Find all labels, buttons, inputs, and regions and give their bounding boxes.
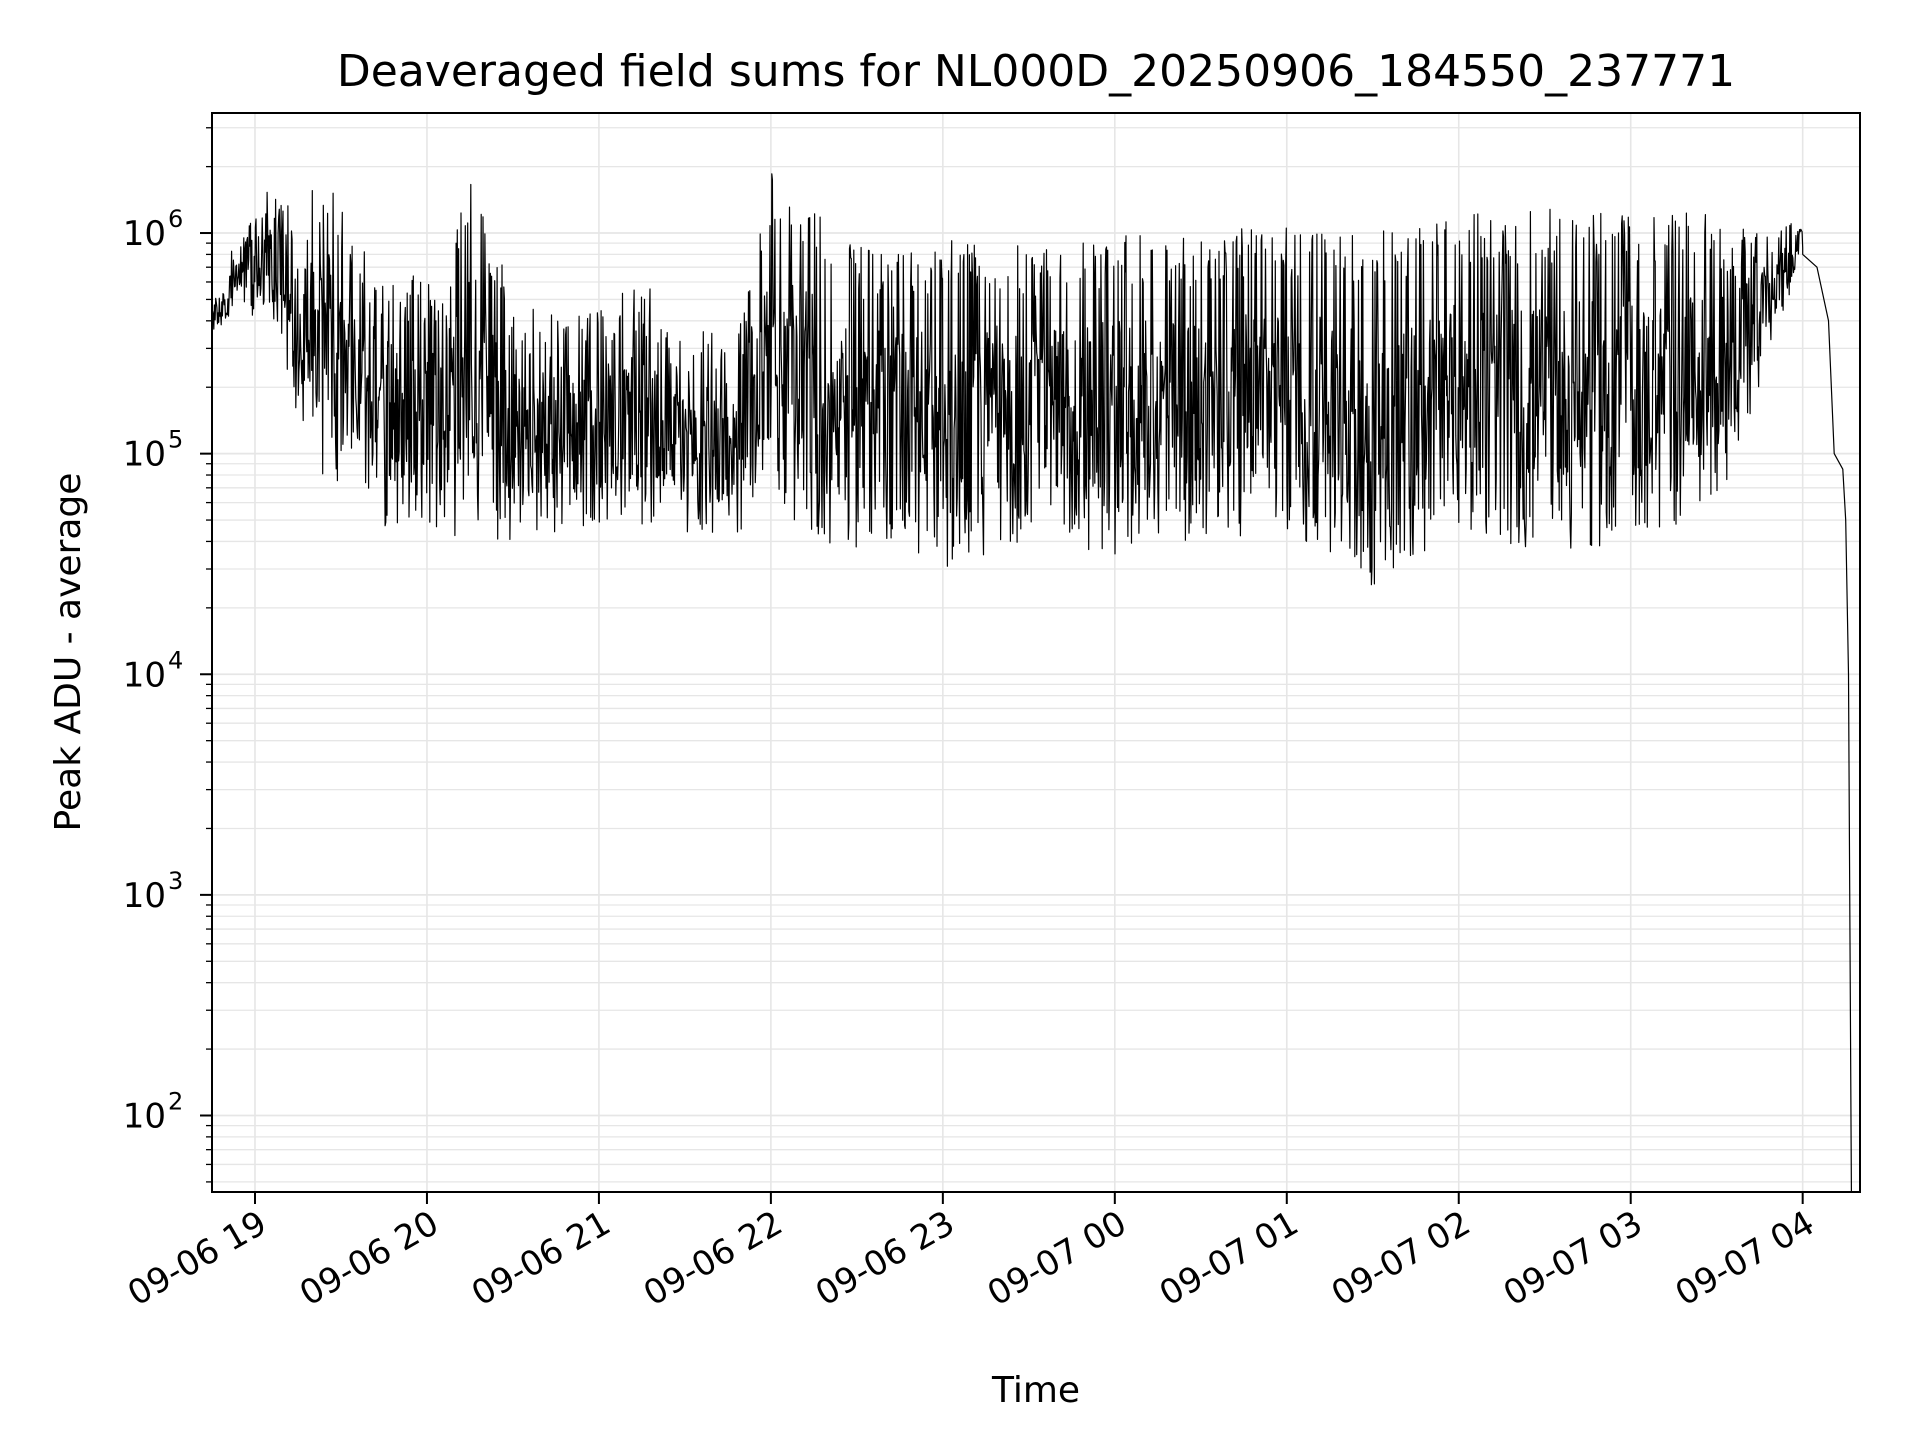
y-tick-label: 10 [123,1096,166,1136]
y-tick-label: 10 [123,655,166,695]
y-tick-exponent: 5 [168,426,183,454]
y-axis-label: Peak ADU - average [48,473,89,832]
y-tick-exponent: 3 [168,867,183,895]
chart-title: Deaveraged field sums for NL000D_2025090… [337,46,1735,97]
y-tick-exponent: 4 [168,646,183,674]
x-axis-label: Time [991,1370,1080,1411]
y-tick-label: 10 [123,876,166,916]
data-layer [212,173,1852,1192]
y-tick-label: 10 [123,214,166,254]
y-tick-label: 10 [123,435,166,475]
y-tick-exponent: 6 [168,205,183,233]
plot-frame [211,112,1861,1193]
y-tick-exponent: 2 [168,1087,183,1115]
plot-area [212,113,1860,1192]
series-line [212,173,1852,1192]
